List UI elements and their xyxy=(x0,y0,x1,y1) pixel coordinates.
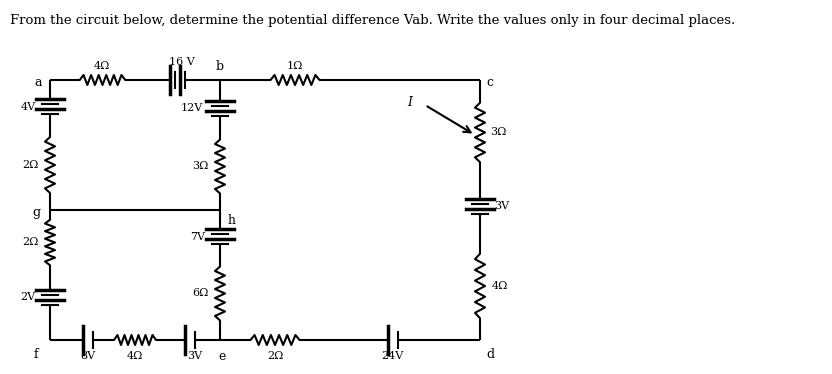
Text: e: e xyxy=(218,349,225,362)
Text: b: b xyxy=(216,59,224,73)
Text: 4Ω: 4Ω xyxy=(126,351,143,361)
Text: a: a xyxy=(34,76,42,89)
Text: 4Ω: 4Ω xyxy=(94,61,110,71)
Text: From the circuit below, determine the potential difference Vab. Write the values: From the circuit below, determine the po… xyxy=(10,14,735,27)
Text: 2Ω: 2Ω xyxy=(22,160,38,170)
Text: f: f xyxy=(33,347,38,361)
Text: 3V: 3V xyxy=(187,351,202,361)
Text: 4Ω: 4Ω xyxy=(492,281,508,291)
Text: c: c xyxy=(487,76,493,89)
Text: 4V: 4V xyxy=(21,102,36,112)
Text: I: I xyxy=(408,95,413,108)
Text: 2V: 2V xyxy=(21,292,36,302)
Text: d: d xyxy=(486,347,494,361)
Text: 24V: 24V xyxy=(381,351,404,361)
Text: 2Ω: 2Ω xyxy=(267,351,283,361)
Text: 12V: 12V xyxy=(181,103,203,113)
Text: g: g xyxy=(32,205,40,218)
Text: 1Ω: 1Ω xyxy=(287,61,303,71)
Text: 3Ω: 3Ω xyxy=(192,161,208,171)
Text: 16 V: 16 V xyxy=(169,57,195,67)
Text: 6Ω: 6Ω xyxy=(192,288,208,298)
Text: 7V: 7V xyxy=(191,232,206,242)
Text: h: h xyxy=(228,214,236,227)
Text: 8V: 8V xyxy=(81,351,96,361)
Text: 3Ω: 3Ω xyxy=(490,127,506,137)
Text: 2Ω: 2Ω xyxy=(22,237,38,247)
Text: 3V: 3V xyxy=(494,201,509,211)
